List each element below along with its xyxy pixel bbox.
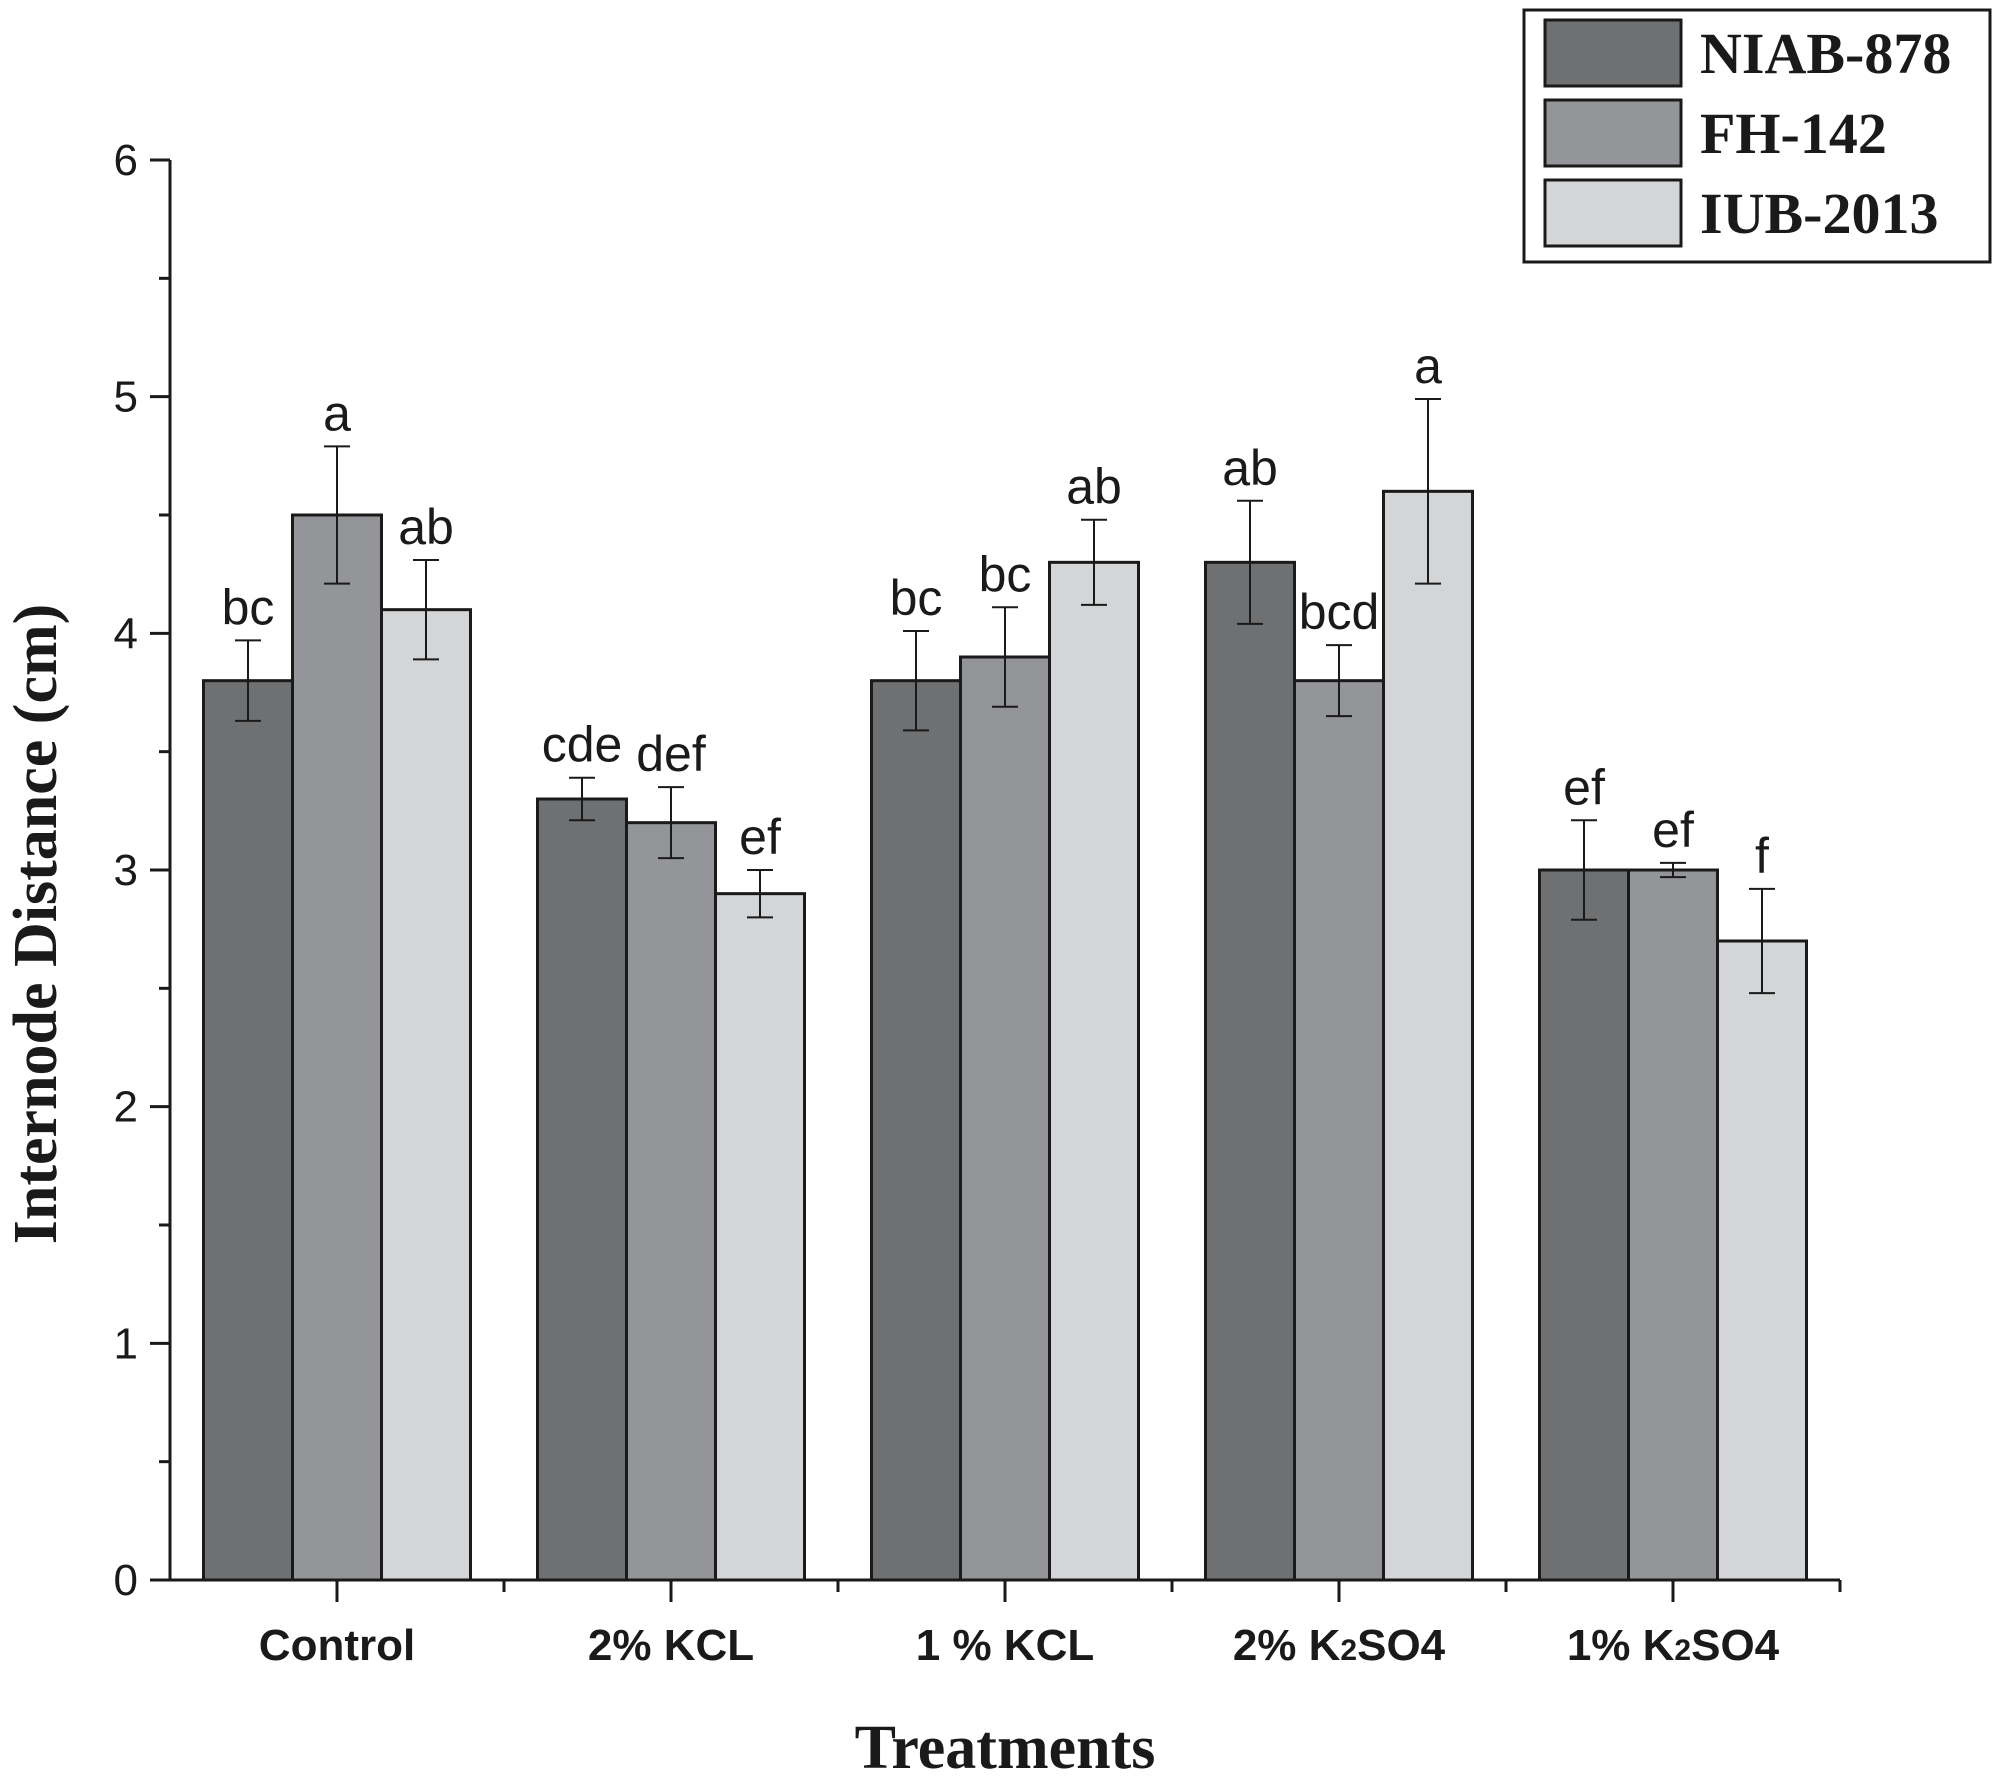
- x-tick-label-text: 1 % KCL: [916, 1621, 1094, 1670]
- significance-letter: a: [323, 385, 351, 441]
- y-tick-label: 3: [114, 846, 138, 895]
- x-tick-label: 1 % KCL: [916, 1621, 1094, 1670]
- bar: [1204, 560, 1296, 1582]
- y-axis-title: Internode Distance (cm): [2, 604, 70, 1245]
- legend-swatch: [1543, 178, 1683, 248]
- significance-letter: bc: [222, 579, 275, 635]
- legend: NIAB-878 FH-142 IUB-2013: [1522, 8, 1992, 264]
- significance-letter: ef: [1563, 759, 1605, 815]
- legend-swatch: [1543, 18, 1683, 88]
- x-tick-label: 2% KCL: [588, 1621, 754, 1670]
- bar: [291, 513, 383, 1582]
- x-tick-label-text: 2% K: [1233, 1621, 1341, 1670]
- bar: [380, 608, 472, 1582]
- y-tick-label: 1: [114, 1319, 138, 1368]
- legend-label: NIAB-878: [1700, 21, 1951, 86]
- significance-letter: ab: [398, 499, 454, 555]
- significance-letter: a: [1414, 338, 1442, 394]
- y-tick-label: 5: [114, 373, 138, 422]
- significance-letter: ab: [1222, 440, 1278, 496]
- bars-layer: [202, 489, 1808, 1582]
- bar: [1538, 868, 1630, 1582]
- significance-letter: f: [1755, 828, 1769, 884]
- significance-letter: cde: [542, 717, 623, 773]
- x-tick-label: 2% K2SO4: [1233, 1621, 1446, 1670]
- y-ticks-layer: 0 1 2 3 4 5 6: [114, 136, 170, 1605]
- bar: [1716, 939, 1808, 1582]
- bar: [202, 679, 294, 1582]
- x-axis-title: Treatments: [855, 1714, 1156, 1782]
- significance-letter: bc: [890, 570, 943, 626]
- bar: [1627, 868, 1719, 1582]
- significance-letter: bcd: [1299, 584, 1380, 640]
- x-tick-label: Control: [259, 1621, 415, 1670]
- bar: [714, 892, 806, 1582]
- bar: [959, 655, 1051, 1582]
- significance-letter: ab: [1066, 459, 1122, 515]
- x-tick-label-text: Control: [259, 1621, 415, 1670]
- y-tick-label: 6: [114, 136, 138, 185]
- y-tick-label: 2: [114, 1083, 138, 1132]
- significance-letter: ef: [1652, 802, 1694, 858]
- y-tick-label: 4: [114, 609, 138, 658]
- bar: [870, 679, 962, 1582]
- x-tick-label-text: 1% K: [1567, 1621, 1675, 1670]
- bar: [625, 821, 717, 1582]
- legend-label: IUB-2013: [1700, 181, 1938, 246]
- x-tick-label-suffix: SO4: [1691, 1621, 1780, 1670]
- bar: [1293, 679, 1385, 1582]
- legend-label: FH-142: [1700, 101, 1887, 166]
- error-bars-layer: [235, 398, 1775, 995]
- bar: [1048, 560, 1140, 1582]
- significance-letter: def: [636, 726, 706, 782]
- significance-letter: bc: [979, 546, 1032, 602]
- x-ticks-layer: Control 2% KCL 1 % KCL 2% K2SO4 1% K2SO4: [259, 1580, 1842, 1670]
- bar: [536, 797, 628, 1582]
- x-tick-label-suffix: SO4: [1357, 1621, 1446, 1670]
- legend-swatch: [1543, 98, 1683, 168]
- significance-letter: ef: [739, 809, 781, 865]
- y-tick-label: 0: [114, 1556, 138, 1605]
- x-tick-label-subscript: 2: [1340, 1634, 1357, 1667]
- x-tick-label-subscript: 2: [1674, 1634, 1691, 1667]
- bar: [1382, 489, 1474, 1582]
- x-tick-label-text: 2% KCL: [588, 1621, 754, 1670]
- x-tick-label: 1% K2SO4: [1567, 1621, 1780, 1670]
